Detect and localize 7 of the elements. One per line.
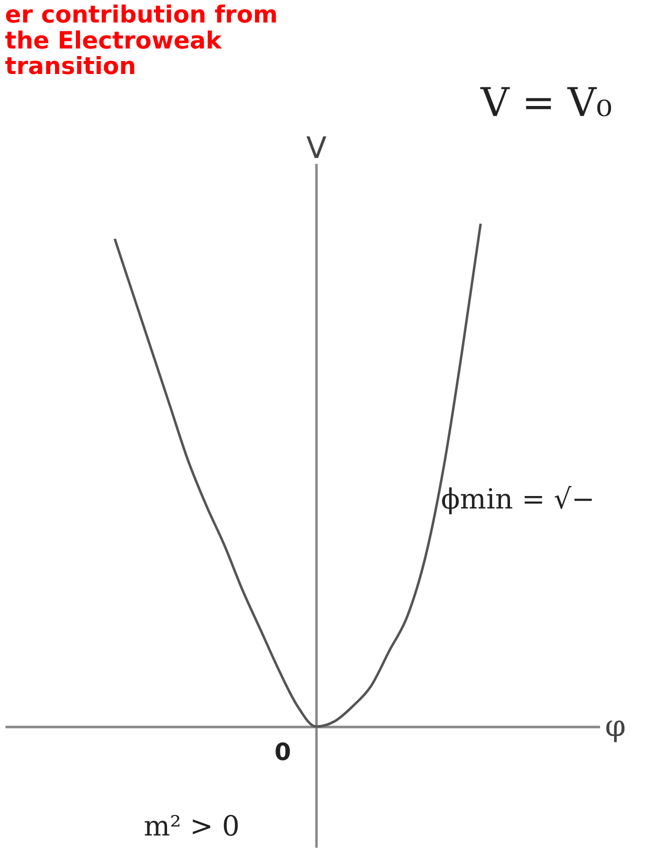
text: 0 [274,738,292,766]
y-axis-title: V [306,130,328,166]
text: m² > 0 [144,809,240,842]
x-axis-title: φ [605,708,626,744]
annotation: ϕmin = √− [440,482,595,516]
chart-title: er contribution from the Electroweak transition [4,0,278,80]
text: V = V₀ [480,80,612,126]
